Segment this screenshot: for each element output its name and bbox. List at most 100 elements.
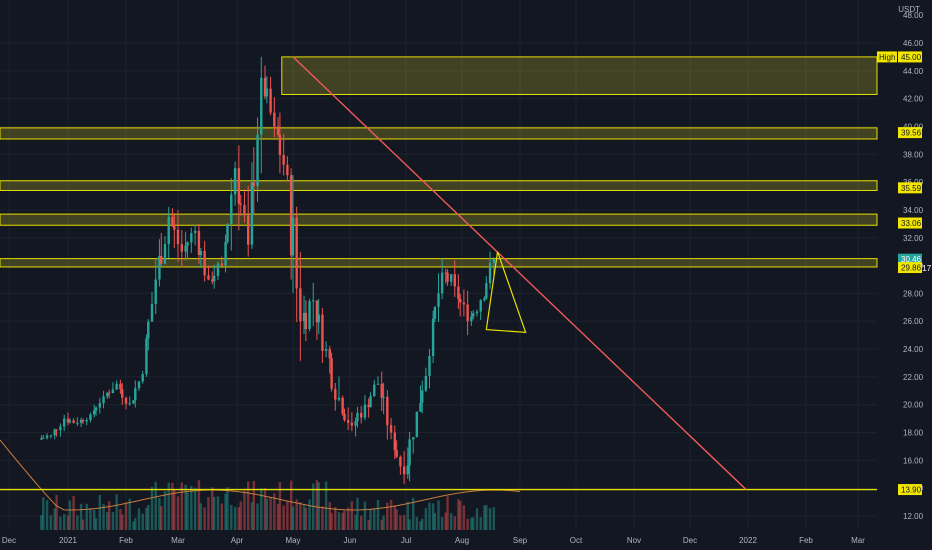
candle-body <box>369 396 372 408</box>
volume-bar <box>237 507 241 530</box>
candle-body <box>180 244 184 252</box>
price-tag: 13.90 <box>898 484 922 496</box>
volume-bar <box>137 508 141 530</box>
candlesticks <box>40 56 496 485</box>
candle-body <box>137 381 141 389</box>
volume-bar <box>203 507 206 530</box>
chart-drawings[interactable] <box>292 56 747 491</box>
currency-label: USDT <box>898 5 920 14</box>
candle-body <box>317 314 320 323</box>
candle-body <box>282 154 285 165</box>
candle-body <box>382 396 385 398</box>
volume-bar <box>346 507 350 530</box>
time-axis[interactable]: Dec 2021 Feb Mar Apr May Jun Jul Aug Sep Oct Nov Dec… <box>2 536 865 545</box>
price-tag-label: 35.59 <box>901 184 922 193</box>
volume-bar <box>119 508 122 530</box>
volume-bar <box>158 497 161 530</box>
price-tag-label: 39.56 <box>901 129 922 138</box>
volume-bar <box>49 515 53 530</box>
candle-body <box>226 223 229 242</box>
volume-bar <box>260 488 263 530</box>
price-tag-label: 13.90 <box>901 486 922 495</box>
candle-body <box>341 397 344 414</box>
volume-bar <box>106 511 109 530</box>
price-tick-label: 44.00 <box>903 67 924 76</box>
volume-bar <box>147 504 150 530</box>
price-axis[interactable]: 48.0046.0044.0042.0040.0038.0036.0034.00… <box>877 11 932 521</box>
price-tick-label: 28.00 <box>903 289 924 298</box>
price-tag: 39.56 <box>898 127 922 139</box>
candle-body <box>260 77 263 135</box>
price-tick-label: 46.00 <box>903 39 924 48</box>
candle-body <box>444 272 447 274</box>
volume-bar <box>173 489 176 530</box>
candle-body <box>276 126 280 135</box>
volume-bar <box>350 501 354 530</box>
price-tag-label: 30.46 <box>901 255 922 264</box>
candle-body <box>380 383 383 398</box>
candle-body <box>492 259 496 263</box>
candle-body <box>424 375 428 391</box>
volume-bar <box>334 507 337 530</box>
resistance-zones[interactable] <box>0 56 878 491</box>
volume-bar <box>367 520 370 530</box>
volume-bar <box>94 518 98 530</box>
volume-bar <box>324 481 328 530</box>
candle-body <box>147 321 150 339</box>
candle-body <box>302 312 306 322</box>
price-tick-label: 22.00 <box>903 373 924 382</box>
candle-body <box>433 306 437 319</box>
price-tick-label: 18.00 <box>903 429 924 438</box>
volume-bar <box>428 502 431 530</box>
price-tick-label: 32.00 <box>903 234 924 243</box>
candle-body <box>40 438 43 440</box>
volume-bar <box>373 508 376 530</box>
candle-body <box>76 422 79 424</box>
volume-bar <box>282 505 285 530</box>
candle-body <box>269 88 272 113</box>
candle-body <box>150 304 154 322</box>
volume-bar <box>462 505 466 530</box>
candle-body <box>102 396 105 404</box>
resistance-zone <box>0 180 878 191</box>
volume-bar <box>62 514 66 530</box>
price-tick-label: 40.00 <box>903 122 924 131</box>
candle-body <box>415 411 419 438</box>
volume-bar <box>276 504 280 530</box>
candle-body <box>263 77 267 97</box>
time-tick-label: Mar <box>171 536 185 545</box>
volume-bar <box>289 480 293 530</box>
candle-body <box>402 466 406 475</box>
candle-body <box>158 255 161 280</box>
volume-bar <box>363 501 367 530</box>
candle-body <box>295 217 298 289</box>
volume-bar <box>354 514 357 530</box>
volume-bar <box>286 501 289 530</box>
price-tick-label: 16.00 <box>903 456 924 465</box>
volume-bar <box>433 512 437 530</box>
candle-body <box>367 404 370 408</box>
volume-bar <box>321 506 324 530</box>
volume-bar <box>45 500 49 530</box>
volume-bar <box>458 500 462 530</box>
volume-bar <box>444 512 447 530</box>
candle-body <box>115 383 118 390</box>
candle-body <box>212 275 216 282</box>
volume-bar <box>134 517 137 530</box>
volume-bar <box>431 503 435 530</box>
candle-body <box>462 302 466 305</box>
volume-bar <box>40 515 43 530</box>
volume-bar <box>42 497 45 530</box>
candle-body <box>171 216 174 225</box>
candle-body <box>412 437 415 440</box>
candle-body <box>273 112 276 127</box>
volume-bar <box>424 508 428 530</box>
volume-bar <box>382 515 385 530</box>
time-tick-label: Aug <box>455 536 469 545</box>
volume-bar <box>291 506 295 530</box>
volume-bar <box>302 505 306 530</box>
volume-bar <box>132 521 135 530</box>
volume-bar <box>145 507 148 530</box>
candle-body <box>446 272 449 282</box>
